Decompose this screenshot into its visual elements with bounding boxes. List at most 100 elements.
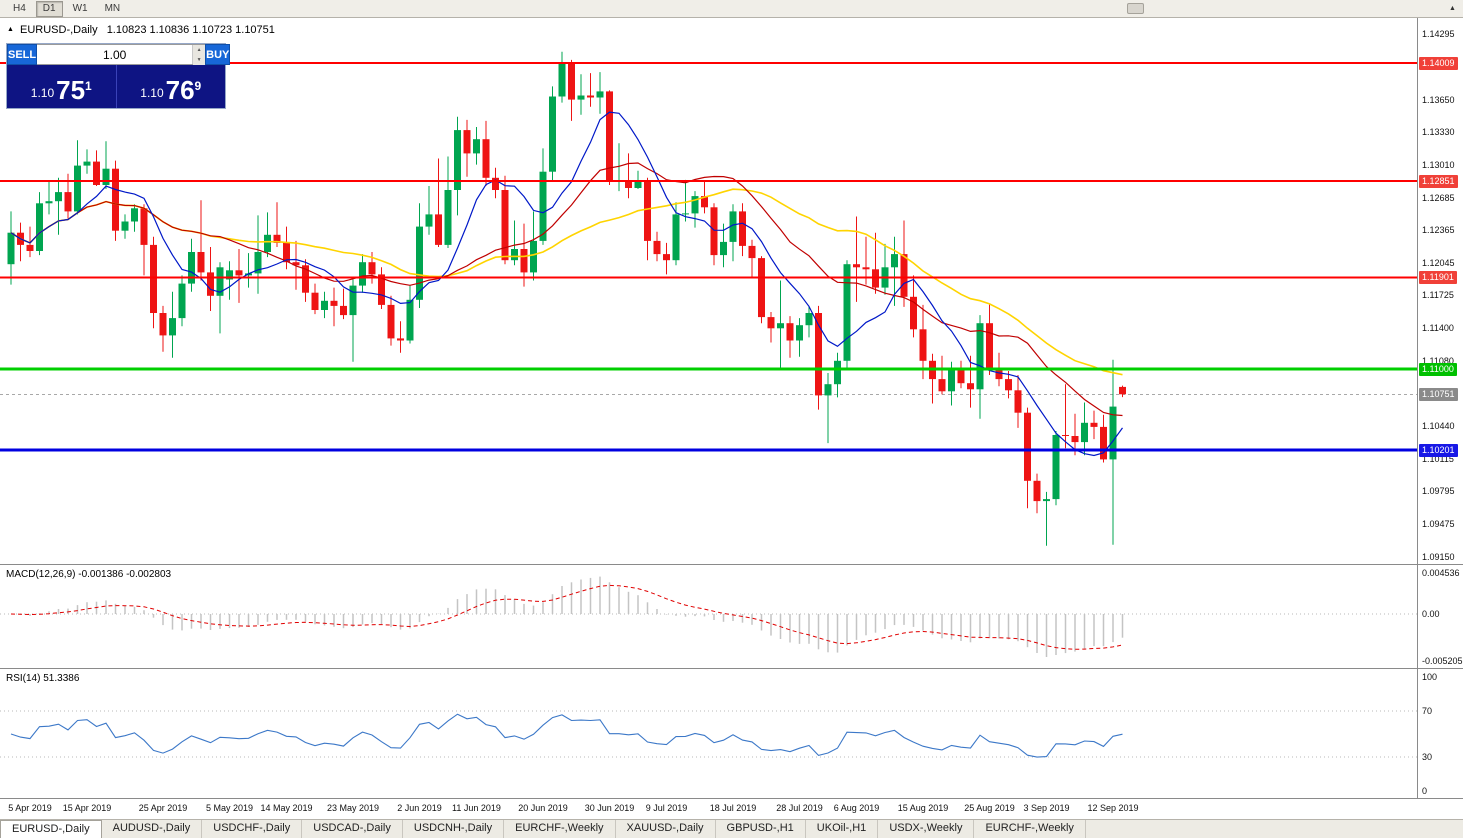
price-axis-label: 1.09475 <box>1422 519 1455 529</box>
date-axis-label: 6 Aug 2019 <box>833 803 880 813</box>
volume-input[interactable] <box>37 45 193 64</box>
candle <box>919 304 927 380</box>
ohlc-values: 1.10823 1.10836 1.10723 1.10751 <box>106 24 275 36</box>
buy-price-display[interactable]: 1.10 76 9 <box>117 65 226 108</box>
candle <box>140 204 148 276</box>
chart-tab[interactable]: GBPUSD-,H1 <box>716 820 806 838</box>
candle <box>805 305 813 338</box>
candle <box>55 177 62 235</box>
candle <box>910 275 917 338</box>
candle <box>967 355 974 408</box>
chart-tab[interactable]: EURCHF-,Weekly <box>974 820 1086 838</box>
date-axis: 5 Apr 2019 15 Apr 2019 25 Apr 2019 5 May 20… <box>0 799 1463 819</box>
collapse-panel-icon[interactable]: ▲ <box>7 26 14 33</box>
candle <box>691 191 699 228</box>
candle <box>739 203 746 257</box>
candle <box>197 200 205 281</box>
date-axis-label: 25 Aug 2019 <box>964 803 1015 813</box>
buy-button[interactable]: BUY <box>205 44 231 65</box>
volume-increase-icon[interactable]: ▲ <box>193 45 206 55</box>
ma-fast-line <box>10 111 1123 457</box>
candle <box>83 149 91 174</box>
timeframe-button-d1[interactable]: D1 <box>35 0 63 17</box>
timeframe-button-h4[interactable]: H4 <box>13 2 26 14</box>
candle <box>663 242 670 275</box>
macd-indicator-panel[interactable]: MACD(12,26,9) -0.001386 -0.002803 0.0045… <box>0 565 1463 669</box>
candle <box>1014 375 1022 428</box>
price-axis-label: 1.11080 <box>1422 355 1454 366</box>
macd-histogram <box>19 576 1124 657</box>
date-axis-label: 20 Jun 2019 <box>518 803 568 813</box>
price-axis-label: 1.10115 <box>1422 453 1454 464</box>
candle <box>102 141 110 189</box>
candle <box>1033 473 1041 514</box>
candle <box>530 211 537 281</box>
chart-tab[interactable]: USDCNH-,Daily <box>403 820 505 838</box>
candle <box>207 247 214 311</box>
rsi-axis-label: 70 <box>1422 706 1433 717</box>
candle <box>625 153 632 199</box>
candle <box>834 352 841 398</box>
sell-price-big: 75 <box>56 75 86 105</box>
candle <box>843 260 851 368</box>
candle <box>767 312 775 343</box>
price-badge: 1.10751 <box>1419 388 1458 402</box>
chart-scrollbar-thumb[interactable] <box>1127 3 1144 14</box>
candle <box>216 262 224 334</box>
scroll-up-icon[interactable]: ▲ <box>1449 5 1456 12</box>
chart-tab[interactable]: EURUSD-,Daily <box>0 820 102 838</box>
chart-tab[interactable]: USDX-,Weekly <box>878 820 975 838</box>
candle <box>454 116 461 216</box>
candle <box>815 305 822 410</box>
date-axis-label: 25 Apr 2019 <box>138 803 188 813</box>
candle <box>653 231 661 262</box>
volume-decrease-icon[interactable]: ▼ <box>193 55 206 65</box>
chart-tab[interactable]: UKOil-,H1 <box>806 820 879 838</box>
macd-axis-label: 0.00 <box>1422 609 1440 619</box>
timeframe-toolbar: H4 D1 W1 MN ▲ <box>0 0 1463 18</box>
candle <box>986 303 993 375</box>
chart-tab[interactable]: USDCAD-,Daily <box>302 820 403 838</box>
chart-tab[interactable]: USDCHF-,Daily <box>202 820 303 838</box>
candle <box>938 355 946 395</box>
ma-mid-line <box>10 162 1123 417</box>
rsi-axis-label: 100 <box>1422 672 1438 682</box>
sell-price-pip: 1 <box>85 79 92 93</box>
candle <box>482 120 490 186</box>
candle <box>976 315 984 419</box>
candle <box>1005 371 1012 399</box>
candle <box>473 127 480 165</box>
candle <box>349 279 357 362</box>
price-axis-label: 1.09795 <box>1422 486 1455 497</box>
candle <box>1062 384 1069 449</box>
chart-tab[interactable]: EURCHF-,Weekly <box>504 820 616 838</box>
price-badge: 1.14009 <box>1419 57 1458 71</box>
sell-button[interactable]: SELL <box>7 44 38 65</box>
chart-tab[interactable]: XAUUSD-,Daily <box>616 820 716 838</box>
timeframe-button-mn[interactable]: MN <box>104 2 121 14</box>
candle <box>1081 402 1088 456</box>
timeframe-button-w1[interactable]: W1 <box>72 2 88 14</box>
candle <box>606 90 613 185</box>
price-axis[interactable]: 1.14295 1.13650 1.13330 1.13010 1.12685 1.123… <box>1417 18 1463 564</box>
rsi-indicator-panel[interactable]: RSI(14) 51.3386 100 70 30 0 <box>0 669 1463 799</box>
price-chart-panel[interactable]: ▲ EURUSD-,Daily 1.10823 1.10836 1.10723 … <box>0 18 1463 565</box>
price-axis-label: 1.09150 <box>1422 552 1455 562</box>
candle <box>748 239 756 279</box>
chart-tab[interactable]: AUDUSD-,Daily <box>102 820 203 838</box>
macd-signal-line <box>10 584 1123 650</box>
sell-price-display[interactable]: 1.10 75 1 <box>7 65 117 108</box>
price-axis-label: 1.11400 <box>1422 323 1454 334</box>
candle <box>1043 491 1050 546</box>
candle <box>511 220 518 266</box>
rsi-axis-label: 30 <box>1422 751 1433 762</box>
candlestick-chart[interactable] <box>0 18 1417 565</box>
price-axis-label: 1.13010 <box>1422 159 1455 170</box>
candle <box>1119 385 1126 398</box>
candle <box>264 212 271 258</box>
candle <box>786 316 794 358</box>
candle <box>900 220 908 307</box>
price-axis-label: 1.12685 <box>1422 192 1455 203</box>
